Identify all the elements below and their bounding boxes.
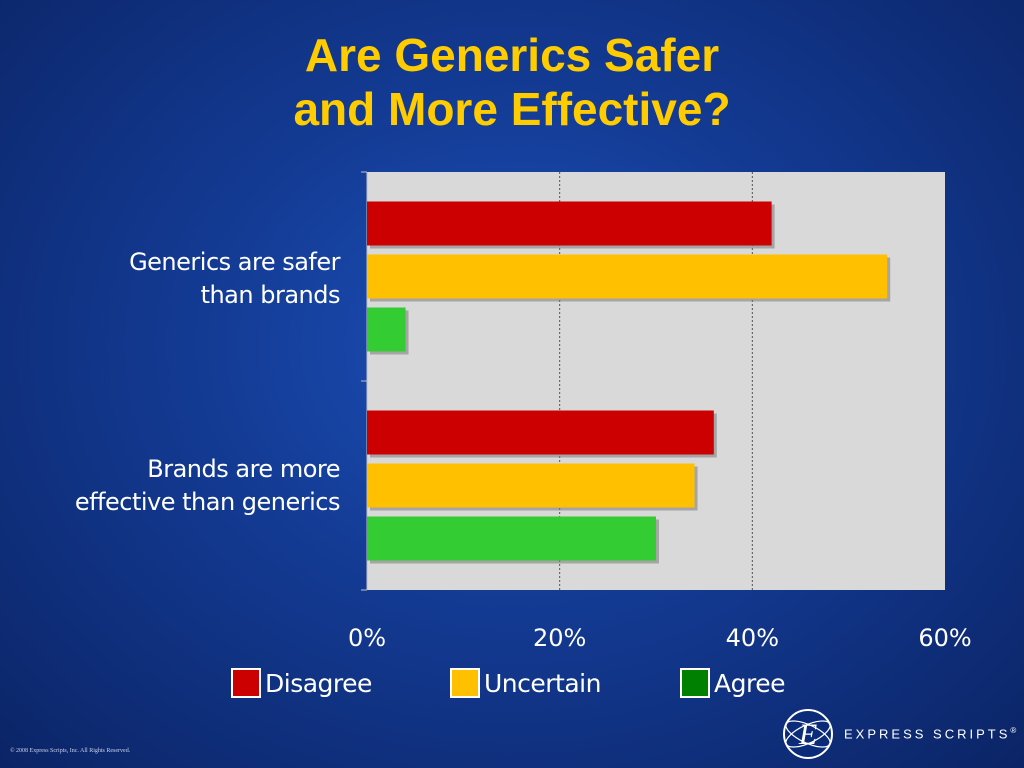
bar-agree [367,516,656,561]
legend-item-uncertain: Uncertain [450,665,601,701]
legend-swatch-uncertain [450,668,480,698]
bar-uncertain [367,463,695,508]
legend-label-disagree: Disagree [265,668,372,698]
bar-disagree [367,410,714,455]
legend-label-agree: Agree [714,668,785,698]
x-tick-label: 40% [726,624,779,652]
bar-agree [367,307,406,352]
legend-swatch-disagree [231,668,261,698]
copyright-notice: © 2008 Express Scripts, Inc. All Rights … [10,748,131,754]
legend-label-uncertain: Uncertain [484,668,601,698]
category-label-line: effective than generics [74,488,341,516]
page-title: Are Generics Safer and More Effective? [0,28,1024,136]
category-label-generics-safer: Generics are safer than brands [30,246,340,312]
title-line-1: Are Generics Safer [304,29,720,81]
category-label-line: Generics are safer [129,248,340,276]
category-label-brands-effective: Brands are more effective than generics [30,453,341,519]
x-tick-label: 0% [348,624,386,652]
express-scripts-globe-icon: E [783,709,833,759]
legend-item-disagree: Disagree [231,665,372,701]
logo-wordmark: EXPRESS SCRIPTS [844,726,1011,742]
registered-mark: ® [1010,726,1020,736]
bar-disagree [367,201,772,246]
x-tick-label: 20% [533,624,586,652]
x-tick-label: 60% [918,624,971,652]
svg-text:E: E [798,718,817,751]
logo-text: EXPRESS SCRIPTS® [844,726,1019,741]
category-label-line: than brands [200,281,341,309]
legend-item-agree: Agree [680,665,785,701]
legend-swatch-agree [680,668,710,698]
bar-uncertain [367,254,888,299]
title-line-2: and More Effective? [293,83,731,135]
express-scripts-logo: E EXPRESS SCRIPTS® [782,706,1019,762]
category-label-line: Brands are more [147,455,340,483]
